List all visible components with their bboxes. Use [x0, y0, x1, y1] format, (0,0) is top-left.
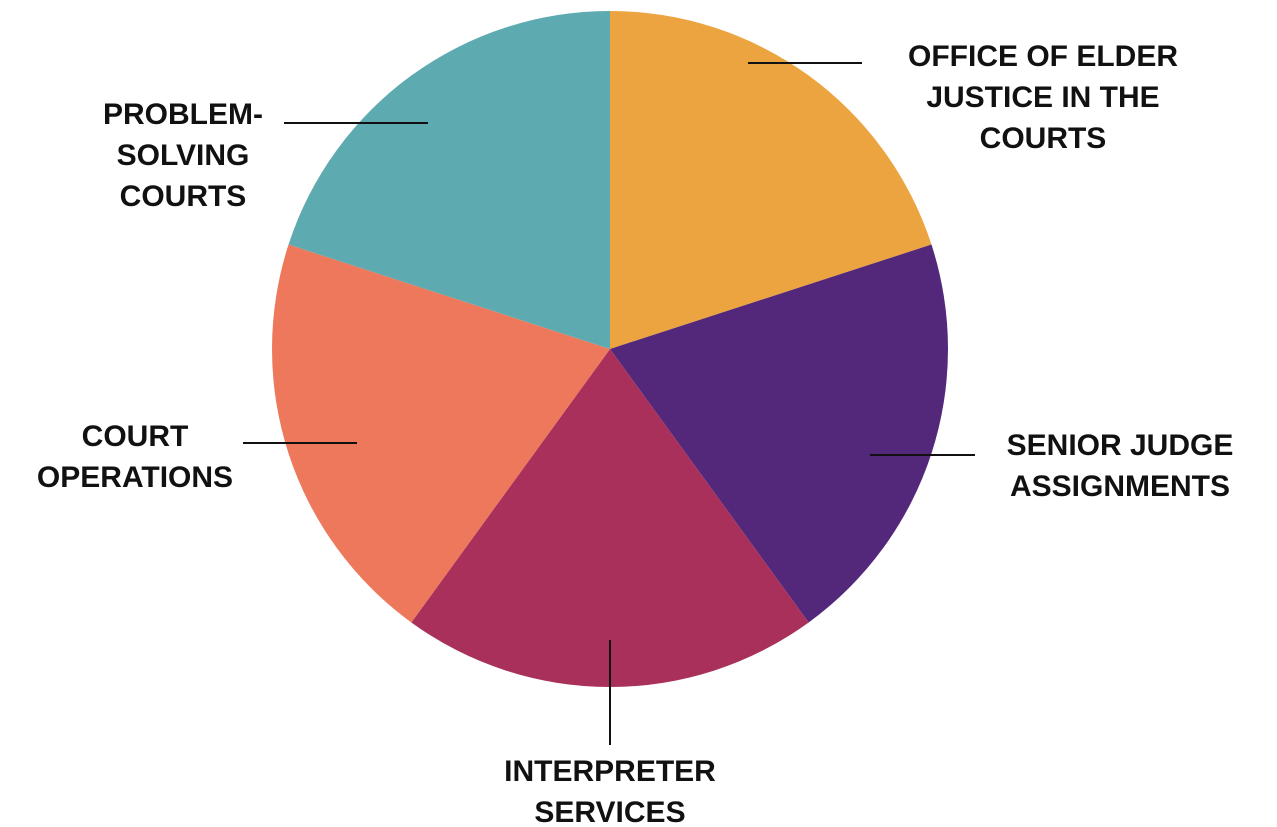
pie-slice: [272, 244, 610, 623]
pie-slice: [411, 349, 809, 687]
pie-slice: [288, 11, 610, 349]
slice-label: PROBLEM-SOLVING COURTS: [103, 98, 263, 213]
pie-slice: [610, 244, 948, 623]
slice-label: INTERPRETER SERVICES: [504, 755, 716, 827]
slice-label: SENIOR JUDGE ASSIGNMENTS: [1006, 429, 1234, 503]
slice-label: COURT OPERATIONS: [36, 420, 234, 494]
pie-slice: [610, 11, 932, 349]
slice-label: OFFICE OF ELDER JUSTICE IN THE COURTS: [908, 40, 1178, 155]
